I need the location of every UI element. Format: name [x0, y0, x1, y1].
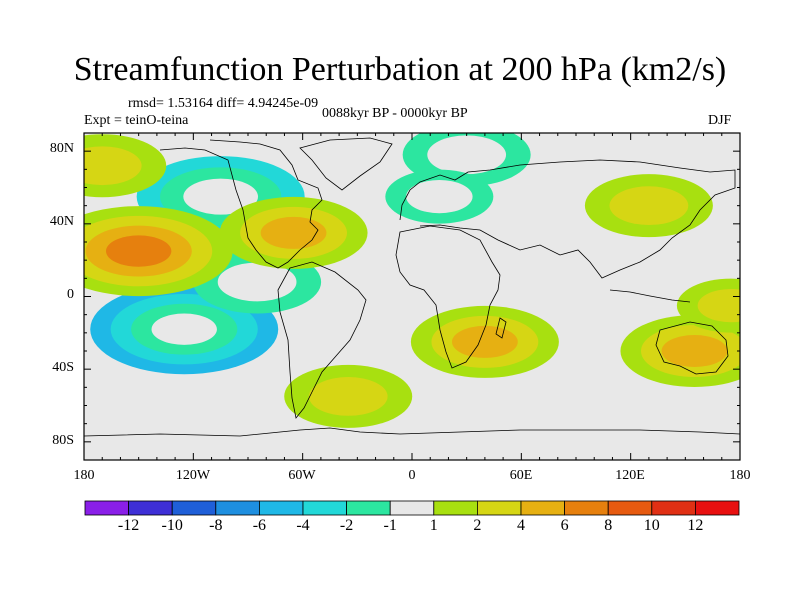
colorbar-label: -6: [252, 517, 267, 534]
anomaly-11: [84, 134, 167, 198]
colorbar-swatch: [128, 500, 173, 516]
colorbar-swatch: [346, 500, 391, 516]
coast-europe-asia: [399, 159, 736, 279]
coast-north-america: [159, 139, 323, 269]
x-tick-180e: 180: [729, 468, 751, 483]
y-tick-80n: 80N: [49, 141, 74, 156]
colorbar-swatch: [258, 500, 304, 516]
axis-ticks: [83, 132, 741, 461]
colorbar-label: -10: [161, 517, 183, 534]
anomaly-10: [584, 174, 713, 238]
colorbar-label: 1: [429, 517, 438, 534]
experiment-label: Expt = teinO-teina: [84, 113, 189, 128]
colorbar-swatch: [171, 500, 217, 516]
chart-title: Streamfunction Perturbation at 200 hPa (…: [73, 51, 727, 88]
anomaly-12: [676, 278, 740, 333]
anomaly-7: [284, 364, 413, 428]
coast-south-america: [277, 261, 367, 419]
contour-level: [452, 325, 518, 358]
colorbar-swatch: [651, 500, 696, 516]
coast-australia: [655, 321, 729, 375]
x-tick-180w: 180: [73, 468, 95, 483]
colorbar-label: -8: [209, 517, 223, 534]
coast-greenland: [299, 137, 393, 191]
colorbar-label: -1: [383, 517, 397, 534]
x-tick-60e: 60E: [509, 468, 533, 483]
colorbar-label: 6: [560, 517, 569, 534]
period-label: 0088kyr BP - 0000kyr BP: [322, 106, 468, 121]
colorbar-label: 10: [643, 517, 660, 534]
x-tick-60w: 60W: [288, 468, 316, 483]
y-tick-40s: 40S: [52, 360, 74, 375]
colorbar-swatch: [695, 500, 740, 516]
anomaly-6: [219, 196, 368, 269]
contour-level: [183, 178, 258, 215]
colorbar-label: 8: [604, 517, 613, 534]
colorbar-swatch: [215, 500, 260, 516]
anomaly-5: [84, 206, 233, 297]
coastlines: [84, 137, 740, 437]
contour-level: [308, 377, 388, 416]
colorbar-label: -4: [296, 517, 310, 534]
colorbar-label: 12: [687, 517, 704, 534]
contour-level: [609, 186, 689, 226]
anomaly-4: [385, 169, 494, 224]
colorbar: [84, 500, 740, 516]
colorbar-swatch: [476, 500, 522, 516]
x-tick-0: 0: [408, 468, 416, 483]
colorbar-swatch: [433, 500, 478, 516]
contour-level: [84, 146, 142, 186]
x-tick-120w: 120W: [175, 468, 211, 483]
colorbar-label: -12: [117, 517, 140, 534]
colorbar-label: -2: [339, 517, 354, 534]
colorbar-swatch: [520, 500, 565, 516]
coast-madagascar: [495, 317, 507, 339]
y-tick-80s: 80S: [52, 433, 74, 448]
colorbar-label: 4: [517, 517, 525, 534]
colorbar-label: 2: [473, 517, 482, 534]
contour-level: [406, 179, 473, 214]
contour-fields: [84, 133, 740, 428]
x-tick-120e: 120E: [615, 468, 645, 483]
anomaly-9: [620, 315, 740, 387]
contour-level: [151, 313, 217, 345]
contour-level: [427, 135, 507, 175]
contour-level: [697, 288, 740, 323]
colorbar-swatch: [389, 500, 435, 516]
contour-level: [217, 262, 297, 302]
y-tick-0: 0: [67, 287, 74, 302]
season-label: DJF: [708, 113, 732, 128]
colorbar-swatch: [302, 500, 347, 516]
coast-indonesia: [609, 289, 691, 303]
contour-level: [661, 335, 728, 367]
stats-text: rmsd= 1.53164 diff= 4.94245e-09: [128, 96, 319, 111]
contour-level: [105, 235, 172, 267]
anomaly-8: [410, 305, 559, 378]
coast-antarctica: [84, 427, 740, 437]
colorbar-swatch: [84, 500, 129, 516]
y-tick-40n: 40N: [49, 214, 74, 229]
contour-level: [260, 216, 327, 249]
colorbar-swatch: [607, 500, 653, 516]
coast-africa: [395, 225, 501, 369]
colorbar-swatch: [564, 500, 609, 516]
